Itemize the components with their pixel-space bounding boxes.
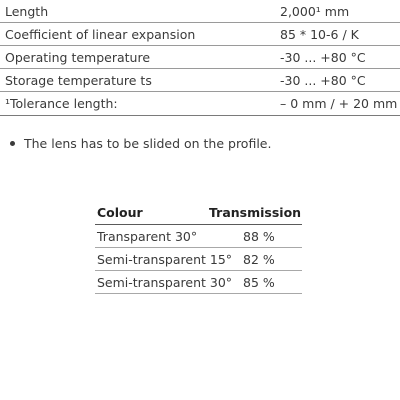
header-colour: Colour xyxy=(95,200,207,225)
spec-row-tolerance-footnote: ¹Tolerance length: – 0 mm / + 20 mm xyxy=(0,91,400,116)
spec-label: Length xyxy=(0,0,280,23)
transmission-cell: 85 % xyxy=(207,270,302,294)
table-row: Semi-transparent 30° 85 % xyxy=(95,270,302,294)
spec-label: Storage temperature ts xyxy=(0,68,280,92)
table-row: Transparent 30° 88 % xyxy=(95,224,302,248)
spec-value: 85 * 10-6 / K xyxy=(280,22,400,46)
header-transmission: Transmission xyxy=(207,200,302,225)
spec-value: 2,000¹ mm xyxy=(280,0,400,23)
table-row: Semi-transparent 15° 82 % xyxy=(95,247,302,271)
spec-value: -30 ... +80 °C xyxy=(280,68,400,92)
spec-value: -30 ... +80 °C xyxy=(280,45,400,69)
note-text: The lens has to be slided on the profile… xyxy=(24,136,272,151)
note: The lens has to be slided on the profile… xyxy=(10,136,271,151)
colour-cell: Semi-transparent 15° xyxy=(95,247,232,271)
transmission-header-row: Colour Transmission xyxy=(95,200,302,225)
spec-row-storage-temperature: Storage temperature ts -30 ... +80 °C xyxy=(0,68,400,92)
colour-cell: Semi-transparent 30° xyxy=(95,270,232,294)
spec-row-linear-expansion: Coefficient of linear expansion 85 * 10-… xyxy=(0,22,400,46)
spec-label: Coefficient of linear expansion xyxy=(0,22,280,46)
transmission-cell: 82 % xyxy=(207,247,302,271)
transmission-cell: 88 % xyxy=(207,224,302,248)
spec-label: Operating temperature xyxy=(0,45,280,69)
footnote-label: ¹Tolerance length: xyxy=(0,91,280,116)
spec-row-operating-temperature: Operating temperature -30 ... +80 °C xyxy=(0,45,400,69)
specs-table: Length 2,000¹ mm Coefficient of linear e… xyxy=(0,0,400,116)
spec-row-length: Length 2,000¹ mm xyxy=(0,0,400,23)
transmission-table: Colour Transmission Transparent 30° 88 %… xyxy=(95,200,302,294)
footnote-value: – 0 mm / + 20 mm xyxy=(280,91,400,116)
colour-cell: Transparent 30° xyxy=(95,224,207,248)
bullet-icon xyxy=(10,141,15,146)
